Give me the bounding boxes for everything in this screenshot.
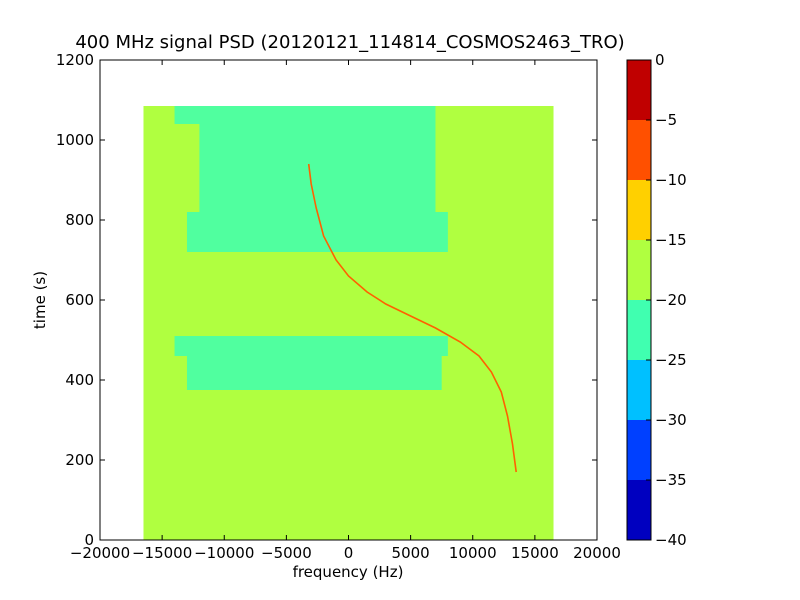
x-tick-label: 10000 — [449, 544, 497, 562]
y-axis: 0 200 400 600 800 1000 1200 — [56, 51, 597, 549]
x-tick-label: 0 — [344, 544, 354, 562]
heatmap-band-0 — [174, 106, 436, 124]
heatmap-band-4 — [186, 356, 442, 390]
colorbar-segment — [627, 300, 651, 360]
x-tick-label: −5000 — [261, 544, 312, 562]
colorbar: 0 −5 −10 −15 −20 −25 −30 −35 −40 — [626, 51, 687, 549]
heatmap-band-2 — [186, 212, 448, 252]
colorbar-segment — [627, 360, 651, 420]
heatmap-layer — [143, 106, 554, 540]
colorbar-segment — [627, 120, 651, 180]
colorbar-tick-label: −25 — [655, 351, 687, 369]
colorbar-tick-label: −15 — [655, 231, 687, 249]
y-tick-label: 200 — [65, 451, 94, 469]
colorbar-tick-label: −20 — [655, 291, 687, 309]
colorbar-tick-label: 0 — [655, 51, 665, 69]
colorbar-segment — [627, 180, 651, 240]
colorbar-tick-label: −40 — [655, 531, 687, 549]
colorbar-tick-label: −30 — [655, 411, 687, 429]
y-tick-label: 0 — [84, 531, 94, 549]
y-tick-label: 600 — [65, 291, 94, 309]
x-tick-label: 15000 — [511, 544, 559, 562]
x-tick-label: −20000 — [70, 544, 130, 562]
signal-trace — [307, 163, 517, 473]
colorbar-segment — [627, 240, 651, 300]
x-tick-label: 20000 — [573, 544, 621, 562]
x-tick-label: 5000 — [392, 544, 430, 562]
y-tick-label: 400 — [65, 371, 94, 389]
colorbar-tick-label: −35 — [655, 471, 687, 489]
colorbar-segment — [627, 480, 651, 540]
colorbar-segment — [627, 60, 651, 120]
y-tick-label: 1000 — [56, 131, 94, 149]
heatmap-band-1 — [199, 124, 436, 212]
y-tick-label: 1200 — [56, 51, 94, 69]
signal-trace-layer — [307, 163, 517, 473]
heatmap-band-3 — [174, 336, 448, 356]
colorbar-tick-label: −10 — [655, 171, 687, 189]
x-axis: −20000 −15000 −10000 −5000 0 5000 10000 15000 20… — [70, 60, 621, 562]
chart-title: 400 MHz signal PSD (20120121_114814_COSM… — [75, 32, 624, 53]
colorbar-tick-label: −5 — [655, 111, 677, 129]
x-tick-label: −10000 — [194, 544, 254, 562]
x-axis-label: frequency (Hz) — [293, 563, 404, 581]
y-tick-label: 800 — [65, 211, 94, 229]
x-tick-label: −15000 — [132, 544, 192, 562]
y-axis-label: time (s) — [31, 271, 49, 329]
colorbar-segment — [627, 420, 651, 480]
